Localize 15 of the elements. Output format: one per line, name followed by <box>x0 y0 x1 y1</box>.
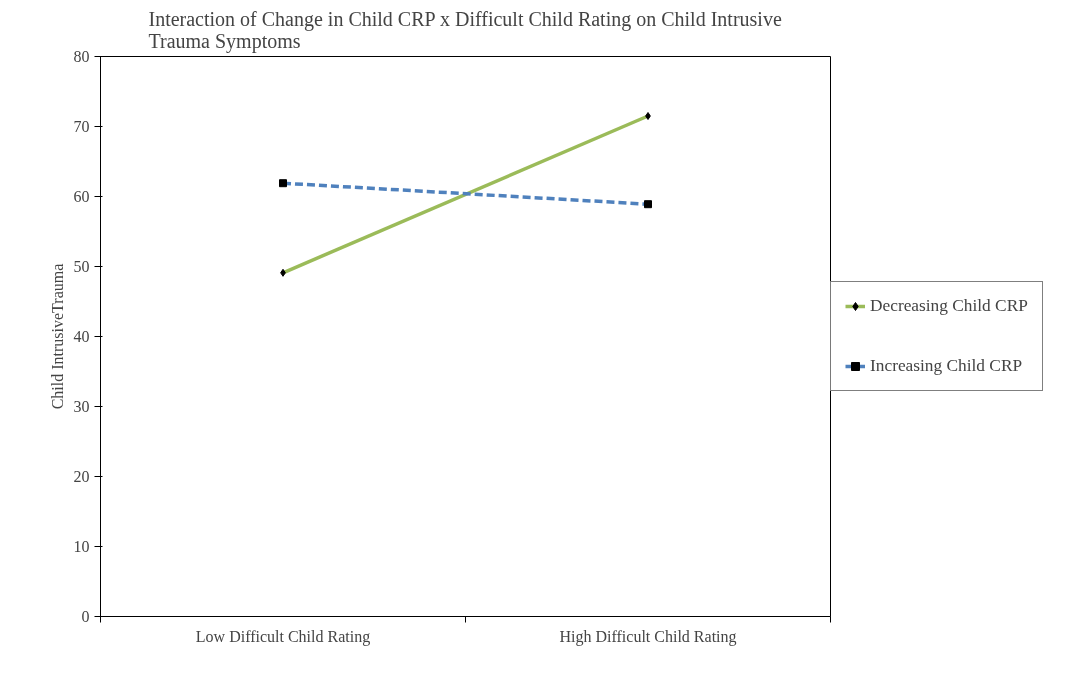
y-tick-label: 50 <box>73 258 90 275</box>
y-tick-label: 40 <box>73 328 90 345</box>
legend-label: Decreasing Child CRP <box>870 296 1028 316</box>
chart-title: Interaction of Change in Child CRP x Difficult Child Rating on Child Intrusive Trauma Symptoms <box>148 7 782 53</box>
y-tick-label: 70 <box>73 118 90 135</box>
y-tick-label: 60 <box>73 188 90 205</box>
legend-label: Increasing Child CRP <box>870 356 1023 376</box>
y-tick-label: 80 <box>73 48 90 65</box>
y-axis-title: Child IntrusiveTrauma <box>48 263 66 410</box>
x-tick-label: High Difficult Child Rating <box>559 627 737 646</box>
y-tick-label: 20 <box>73 468 90 485</box>
x-tick-label: Low Difficult Child Rating <box>195 627 371 646</box>
y-tick-label: 0 <box>81 608 90 625</box>
y-tick-label: 10 <box>73 538 90 555</box>
y-tick-label: 30 <box>73 398 90 415</box>
